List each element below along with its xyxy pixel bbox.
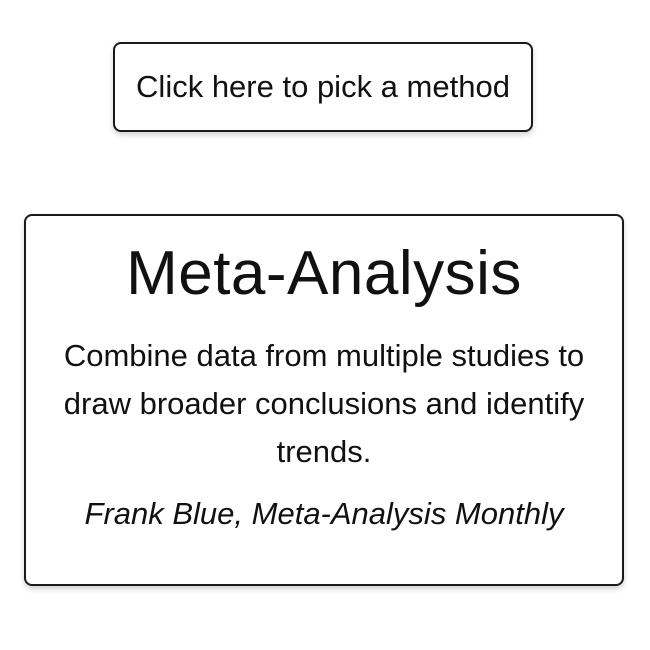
method-description: Combine data from multiple studies to dr… [63,338,585,469]
method-title: Meta-Analysis [126,239,522,308]
method-card: Meta-Analysis Combine data from multiple… [24,214,624,586]
pick-method-button[interactable]: Click here to pick a method [113,42,533,132]
method-attribution: Frank Blue, Meta-Analysis Monthly [84,496,564,531]
